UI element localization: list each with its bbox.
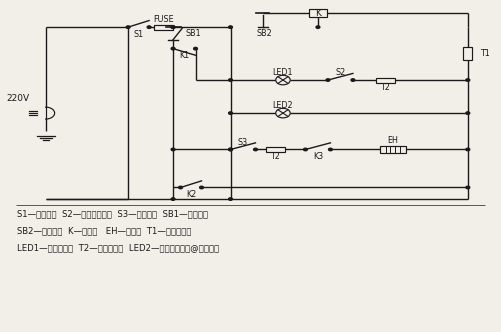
Bar	[154, 25, 173, 30]
Text: K2: K2	[186, 190, 196, 199]
Circle shape	[171, 26, 175, 29]
Bar	[376, 78, 395, 83]
Text: EH: EH	[387, 136, 398, 145]
Bar	[309, 9, 327, 17]
Text: LED2: LED2	[273, 101, 293, 110]
Circle shape	[276, 75, 290, 85]
Circle shape	[199, 186, 203, 189]
Text: SB2—停止按鈕  K—继电器   EH—加热器  T1—加热温控器: SB2—停止按鈕 K—继电器 EH—加热器 T1—加热温控器	[17, 226, 191, 235]
Text: S2: S2	[335, 68, 346, 77]
Circle shape	[304, 148, 307, 151]
Text: S1: S1	[134, 30, 144, 39]
Circle shape	[329, 148, 332, 151]
Text: T2: T2	[380, 83, 390, 92]
Text: SB1: SB1	[185, 29, 201, 38]
Circle shape	[194, 47, 197, 50]
Circle shape	[228, 148, 232, 151]
Circle shape	[351, 79, 355, 81]
Circle shape	[171, 148, 175, 151]
Text: FUSE: FUSE	[153, 15, 174, 24]
Circle shape	[228, 112, 232, 114]
Circle shape	[228, 198, 232, 200]
Circle shape	[466, 186, 470, 189]
Circle shape	[254, 148, 258, 151]
Circle shape	[228, 26, 232, 29]
Text: LED1—消毒指示灯  T2—保温温控器  LED2—保温指示灯示@维修人家: LED1—消毒指示灯 T2—保温温控器 LED2—保温指示灯示@维修人家	[17, 243, 219, 252]
Bar	[266, 147, 285, 152]
Text: SB2: SB2	[256, 29, 272, 38]
Circle shape	[126, 26, 130, 29]
Bar	[463, 47, 472, 60]
Circle shape	[179, 186, 182, 189]
Circle shape	[466, 148, 470, 151]
Circle shape	[228, 79, 232, 81]
Circle shape	[147, 26, 151, 29]
Circle shape	[326, 79, 330, 81]
Circle shape	[171, 198, 175, 200]
Circle shape	[466, 112, 470, 114]
Text: S3: S3	[238, 138, 248, 147]
Circle shape	[228, 148, 232, 151]
Text: S1—电源开关  S2—消毒定时开关  S3—保温开关  SB1—启动按鈕: S1—电源开关 S2—消毒定时开关 S3—保温开关 SB1—启动按鈕	[17, 209, 208, 218]
Circle shape	[466, 79, 470, 81]
Text: T1: T1	[480, 49, 489, 58]
Text: LED1: LED1	[273, 68, 293, 77]
Bar	[380, 146, 406, 153]
Circle shape	[171, 47, 175, 50]
Text: K3: K3	[313, 152, 323, 161]
Text: 220V: 220V	[7, 94, 30, 103]
Circle shape	[276, 108, 290, 118]
Text: K1: K1	[179, 51, 189, 60]
Circle shape	[171, 26, 175, 29]
Text: T2: T2	[271, 152, 281, 161]
Text: K: K	[315, 9, 321, 18]
Circle shape	[316, 26, 320, 29]
